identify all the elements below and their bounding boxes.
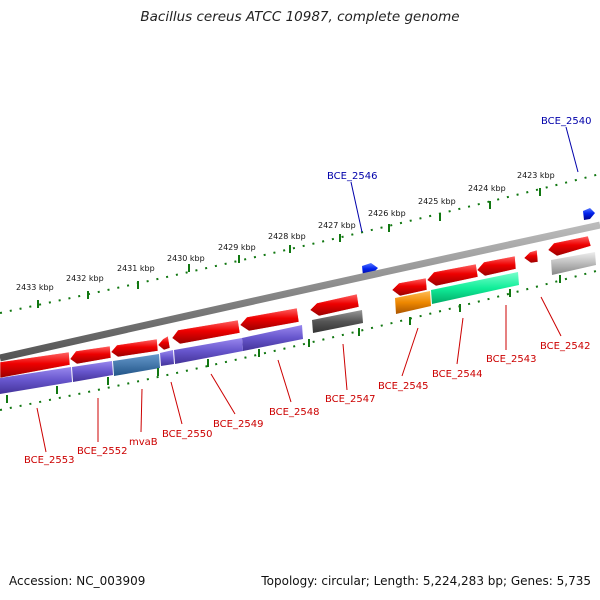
gene-label-bce-2548[interactable]: BCE_2548 — [269, 407, 319, 418]
kbp-labels: 2423 kbp 2424 kbp 2425 kbp 2426 kbp 2427… — [16, 171, 555, 292]
kbp-label: 2433 kbp — [16, 283, 54, 292]
gene-arrow-bce-2550[interactable] — [157, 335, 171, 351]
gene-arrow-bce-2544-a[interactable] — [476, 255, 517, 277]
accession-text: Accession: NC_003909 — [9, 574, 146, 588]
gene-arrow-bce-2543[interactable] — [523, 249, 539, 264]
genome-backbone — [0, 221, 600, 362]
gene-label-bce-2545[interactable]: BCE_2545 — [378, 381, 428, 392]
cog-block — [174, 338, 243, 364]
kbp-label: 2427 kbp — [318, 221, 356, 230]
inner-major-ticks — [6, 275, 561, 403]
reverse-gene-arrows[interactable] — [0, 235, 592, 379]
gene-arrow-bce-2552[interactable] — [69, 345, 112, 365]
kbp-label: 2431 kbp — [117, 264, 155, 273]
gene-arrow-mvab[interactable] — [110, 338, 159, 358]
gene-arrow-bce-2544-b[interactable] — [426, 263, 479, 287]
gene-label-bce-2544[interactable]: BCE_2544 — [432, 369, 482, 380]
gene-label-bce-2542[interactable]: BCE_2542 — [540, 341, 590, 352]
gene-label-bce-2550[interactable]: BCE_2550 — [162, 429, 212, 440]
kbp-label: 2432 kbp — [66, 274, 104, 283]
gene-label-bce-2553[interactable]: BCE_2553 — [24, 455, 74, 466]
gene-arrow-bce-2545[interactable] — [391, 277, 428, 297]
gene-arrow-bce-2549[interactable] — [171, 319, 241, 345]
label-leader-lines — [36, 126, 579, 453]
cog-block — [113, 354, 160, 376]
cog-block — [312, 310, 363, 333]
gene-label-bce-2546[interactable]: BCE_2546 — [327, 171, 377, 182]
cog-blocks — [0, 252, 596, 394]
gene-arrow-bce-2548[interactable] — [239, 307, 300, 332]
kbp-label: 2424 kbp — [468, 184, 506, 193]
gene-arrow-bce-2553[interactable] — [0, 351, 71, 379]
kbp-label: 2428 kbp — [268, 232, 306, 241]
gene-label-bce-2552[interactable]: BCE_2552 — [77, 446, 127, 457]
kbp-label: 2430 kbp — [167, 254, 205, 263]
kbp-label: 2426 kbp — [368, 209, 406, 218]
gene-label-bce-2540[interactable]: BCE_2540 — [541, 116, 591, 127]
kbp-label: 2423 kbp — [517, 171, 555, 180]
kbp-major-ticks — [37, 188, 541, 308]
cog-block — [160, 350, 174, 366]
cog-block — [72, 361, 113, 382]
topology-text: Topology: circular; Length: 5,224,283 bp… — [261, 574, 591, 588]
gene-label-mvab[interactable]: mvaB — [129, 437, 158, 448]
gene-label-bce-2549[interactable]: BCE_2549 — [213, 419, 263, 430]
cog-block — [551, 252, 596, 275]
gene-arrow-bce-2547[interactable] — [309, 293, 360, 317]
cog-block — [242, 325, 303, 351]
kbp-label: 2429 kbp — [218, 243, 256, 252]
cog-block — [395, 291, 431, 314]
gene-label-bce-2547[interactable]: BCE_2547 — [325, 394, 375, 405]
gene-label-bce-2543[interactable]: BCE_2543 — [486, 354, 536, 365]
page-title: Bacillus cereus ATCC 10987, complete gen… — [140, 9, 460, 25]
cog-block — [0, 367, 72, 394]
gene-arrow-bce-2542[interactable] — [547, 235, 592, 257]
gene-arrow-bce-2540[interactable] — [583, 208, 595, 220]
cog-block — [431, 272, 519, 304]
kbp-label: 2425 kbp — [418, 197, 456, 206]
gene-labels: BCE_2540 BCE_2546 BCE_2542 BCE_2543 BCE_… — [24, 116, 591, 466]
